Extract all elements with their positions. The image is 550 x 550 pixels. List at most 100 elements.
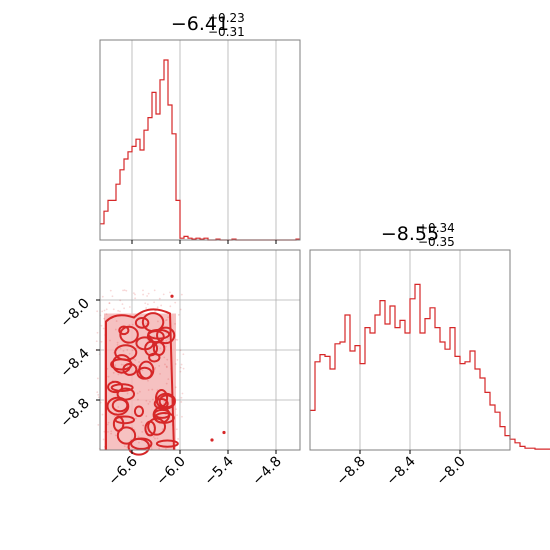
hist-x-frame (99, 39, 301, 241)
scatter-point (111, 295, 114, 298)
scatter-point (179, 308, 182, 311)
hist-x-title-plus: +0.23 (208, 11, 245, 25)
scatter-point (96, 377, 99, 380)
scatter-point (105, 313, 108, 316)
scatter-point (114, 364, 117, 366)
scatter-point (146, 303, 149, 306)
scatter-point (146, 444, 149, 447)
scatter-point (142, 289, 144, 292)
scatter-xy-panel: −6.6 −6.0 −5.4 −4.8 −8.0 −8.4 −8.8 (57, 249, 301, 489)
inner-contour (158, 394, 176, 409)
scatter-point (125, 289, 128, 292)
scatter-point (146, 295, 149, 297)
scatter-point (117, 406, 120, 408)
inner-contour (119, 325, 139, 344)
scatter-tick-marks (96, 299, 277, 454)
scatter-point (137, 398, 139, 401)
inner-contour (116, 426, 137, 445)
scatter-point (128, 352, 131, 355)
scatter-point (144, 302, 147, 305)
scatter-point (100, 340, 103, 343)
scatter-point (107, 430, 109, 433)
scatter-point (138, 361, 140, 363)
hist-y-x-tick-labels: −8.8 −8.4 −8.0 (333, 453, 468, 488)
scatter-point (136, 392, 139, 395)
scatter-point (145, 399, 148, 402)
scatter-point (180, 396, 183, 399)
scatter-point (123, 307, 125, 310)
inner-contour (130, 437, 153, 450)
scatter-point (137, 435, 140, 438)
hist-y-title: −8.55 (381, 223, 439, 245)
hist-y-gridlines (359, 250, 461, 450)
scatter-y-tick-label: −8.4 (57, 345, 92, 380)
inner-contour (122, 362, 138, 376)
scatter-point (169, 291, 171, 294)
scatter-point (138, 441, 140, 444)
scatter-point (181, 392, 184, 395)
inner-contour (147, 328, 171, 340)
scatter-point (131, 323, 134, 326)
inner-contour (155, 439, 179, 448)
scatter-point (137, 365, 139, 368)
scatter-point (147, 402, 150, 405)
scatter-point (161, 428, 164, 431)
scatter-point (167, 378, 170, 381)
scatter-y-tick-label: −8.0 (57, 296, 92, 331)
scatter-point (107, 421, 110, 424)
scatter-point (180, 401, 183, 403)
scatter-point (135, 347, 138, 350)
scatter-x-tick-labels: −6.6 −6.0 −5.4 −4.8 (105, 453, 284, 488)
scatter-point (165, 366, 168, 369)
scatter-point (138, 390, 141, 393)
hist-x-tick-marks (131, 240, 277, 244)
scatter-point (148, 351, 151, 354)
scatter-point (126, 365, 129, 368)
scatter-point (153, 335, 156, 338)
scatter-point (174, 322, 176, 325)
scatter-point (142, 293, 145, 296)
scatter-point (109, 339, 111, 342)
hist-y-tick-marks (359, 450, 461, 454)
scatter-point (164, 345, 167, 348)
scatter-x-tick-label: −6.6 (105, 453, 140, 488)
scatter-point (147, 292, 150, 295)
scatter-point (153, 289, 156, 292)
scatter-point (181, 415, 183, 418)
scatter-point (107, 375, 110, 378)
scatter-point (102, 327, 105, 330)
scatter-point (114, 434, 117, 437)
scatter-point (177, 438, 180, 440)
hist-y-title-minus: −0.35 (418, 235, 455, 249)
hist-x-title-minus: −0.31 (208, 25, 245, 39)
scatter-point (177, 313, 180, 316)
inner-contour (133, 405, 145, 418)
scatter-point (169, 305, 172, 308)
scatter-point (141, 430, 144, 433)
scatter-point (131, 349, 134, 352)
scatter-point (134, 297, 137, 300)
inner-contour (147, 417, 167, 436)
hist-x-title-value: −6.41 (171, 13, 229, 35)
scatter-point (110, 432, 112, 435)
scatter-point (96, 331, 99, 334)
scatter-point (180, 293, 183, 296)
hist-x-step-line (100, 59, 300, 241)
scatter-point (140, 421, 143, 423)
inner-contour (116, 387, 136, 401)
scatter-point (174, 301, 177, 304)
inner-contour (138, 360, 155, 380)
inner-contour (107, 380, 124, 394)
inner-contour (118, 325, 130, 336)
scatter-point (116, 343, 119, 346)
scatter-point (103, 317, 105, 320)
scatter-point (175, 428, 178, 431)
scatter-point (160, 304, 163, 307)
scatter-point (142, 424, 145, 427)
scatter-point (100, 324, 103, 327)
scatter-point (154, 310, 156, 312)
scatter-point (115, 320, 118, 322)
scatter-point (122, 289, 124, 292)
scatter-point (117, 373, 120, 376)
